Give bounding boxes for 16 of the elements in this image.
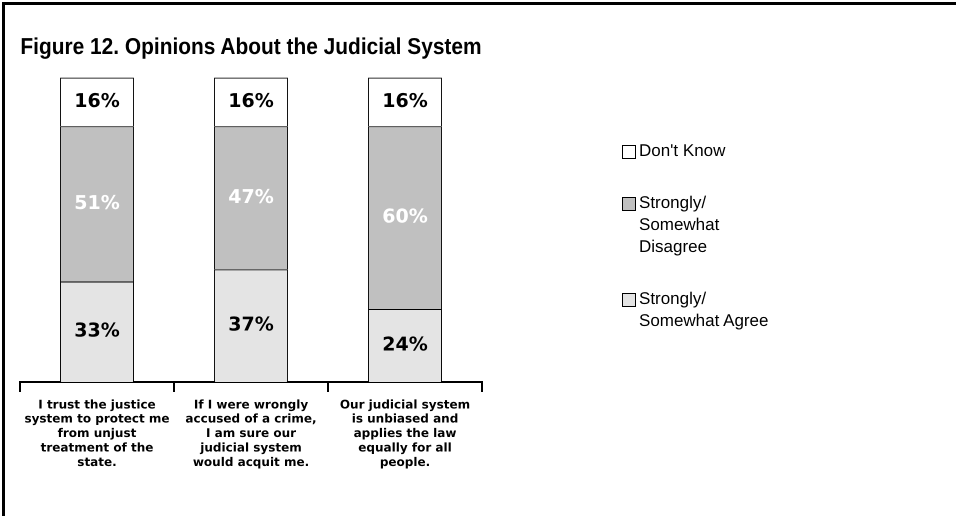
chart-title: Figure 12. Opinions About the Judicial System <box>20 33 482 60</box>
data-label: 51% <box>74 192 120 214</box>
legend-label: Strongly/ Somewhat Disagree <box>639 192 720 258</box>
data-label: 47% <box>228 186 274 208</box>
text: Don't Know <box>639 140 726 162</box>
data-label: 16% <box>382 90 428 112</box>
legend-label: Strongly/ Somewhat Agree <box>639 288 770 332</box>
data-label: 16% <box>74 90 120 112</box>
data-label: 16% <box>228 90 274 112</box>
x-tick-label: If I were wrongly accused of a crime, I am sure our judicial system would acquit me. <box>185 397 317 469</box>
x-tick-label: Our judicial system is unbiased and applies the law equally for all people. <box>340 397 470 469</box>
data-label: 33% <box>74 320 120 342</box>
data-label: 60% <box>382 206 428 228</box>
data-label: 37% <box>228 314 274 336</box>
data-label: 24% <box>382 333 428 356</box>
x-tick-label: I trust the justice system to protect me from unjust treatment of the state. <box>24 397 170 469</box>
